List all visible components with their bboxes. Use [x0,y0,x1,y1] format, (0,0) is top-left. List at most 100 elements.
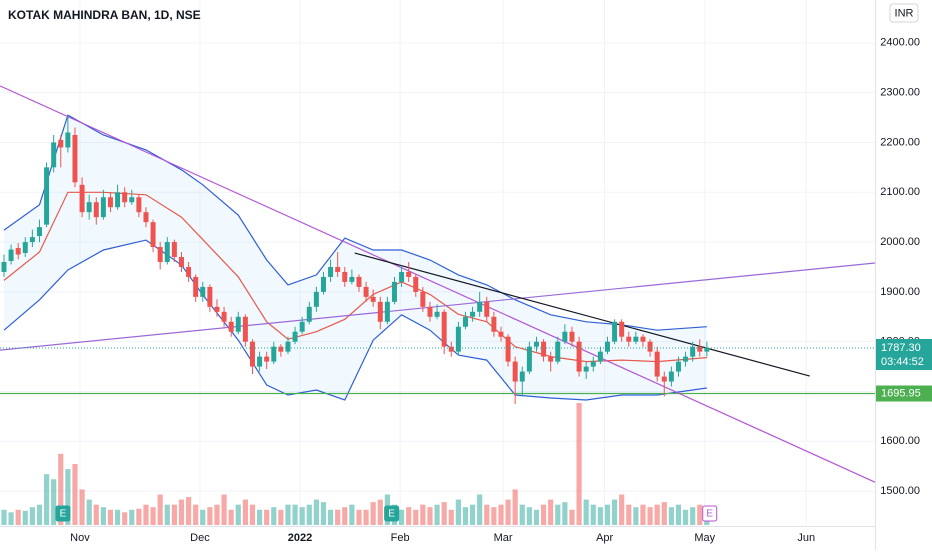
candle-body [541,341,547,357]
y-tick-label: 1500.00 [880,485,920,497]
volume-bar [86,499,92,525]
candle-body [633,336,639,342]
candle-body [186,266,192,277]
candle-body [704,348,710,352]
candle-body [626,336,632,342]
volume-bar [107,509,114,525]
volume-bar [72,464,78,525]
candle-body [526,346,532,372]
candle-body [434,311,440,317]
candle-body [470,311,476,317]
candle-body [384,301,390,322]
volume-bar [164,504,170,525]
y-tick-label: 2100.00 [880,186,920,198]
volume-bar [491,507,497,525]
volume-bar [150,507,156,525]
volume-bar [292,504,298,525]
volume-bar [1,509,7,525]
x-tick-label: May [694,532,715,544]
candle-body [512,361,518,382]
candle-body [235,316,241,332]
volume-bar [519,504,525,525]
volume-bar [193,504,199,525]
candle-body [583,366,589,372]
volume-bar [299,507,305,525]
trendline [0,85,876,483]
event-marker [702,505,718,522]
volume-bar [15,509,21,525]
trendline [354,252,810,377]
volume-bar [469,504,476,525]
volume-bar [8,512,14,525]
volume-bar [626,504,632,525]
volume-bar [462,507,469,525]
volume-bar [342,507,348,525]
candle-body [86,202,92,213]
volume-bar [313,499,319,525]
candle-body [313,291,319,307]
volume-bar [200,509,206,525]
candle-body [342,271,348,282]
candle-body [477,301,483,312]
candle-body [562,331,568,342]
candle-body [349,276,355,282]
x-tick-label: Mar [494,532,513,544]
y-tick-label: 1600.00 [880,435,920,447]
candle-body [15,248,21,255]
candle-body [406,271,412,277]
volume-bar [58,453,64,525]
candle-body [136,197,142,213]
level-label-box [876,385,932,402]
candle-body [93,202,99,218]
volume-bar [335,509,341,525]
candle-body [548,356,554,362]
candle-body [58,139,64,148]
candle-body [44,167,50,225]
volume-bar [306,504,312,525]
candle-body [370,296,376,302]
candle-body [72,134,78,183]
volume-bar [690,507,696,525]
candle-body [107,197,113,208]
candle-body [335,266,341,272]
volume-bar [583,499,589,525]
candle-body [242,316,248,342]
x-tick-label: Apr [596,532,613,544]
volume-bar [498,504,504,525]
candle-body [129,197,135,203]
candle-body [420,291,426,307]
candle-body [441,311,447,347]
candle-body [654,351,660,377]
volume-bar [65,469,71,525]
volume-bar [597,507,603,525]
candle-body [576,341,582,372]
candle-body [193,276,199,297]
currency-box[interactable] [889,3,919,23]
volume-bar [256,509,263,525]
candle-body [207,286,213,307]
event-marker [384,505,400,522]
volume-bar [512,489,518,525]
candle-body [491,316,497,332]
candle-body [122,192,128,203]
candle-body [285,341,291,352]
volume-bar [157,494,163,525]
volume-bar [185,497,192,525]
event-label: E [60,509,67,520]
candle-body [555,341,561,362]
volume-bar [242,499,248,525]
volume-bar [377,499,383,525]
volume-bar [661,502,667,525]
volume-bar [682,509,689,525]
candle-body [178,257,184,267]
y-tick-label: 1900.00 [880,286,920,298]
volume-bar [214,504,220,525]
volume-bar [533,509,540,525]
currency[interactable]: INR [895,7,914,19]
volume-bar [604,504,611,525]
candle-body [668,371,674,382]
